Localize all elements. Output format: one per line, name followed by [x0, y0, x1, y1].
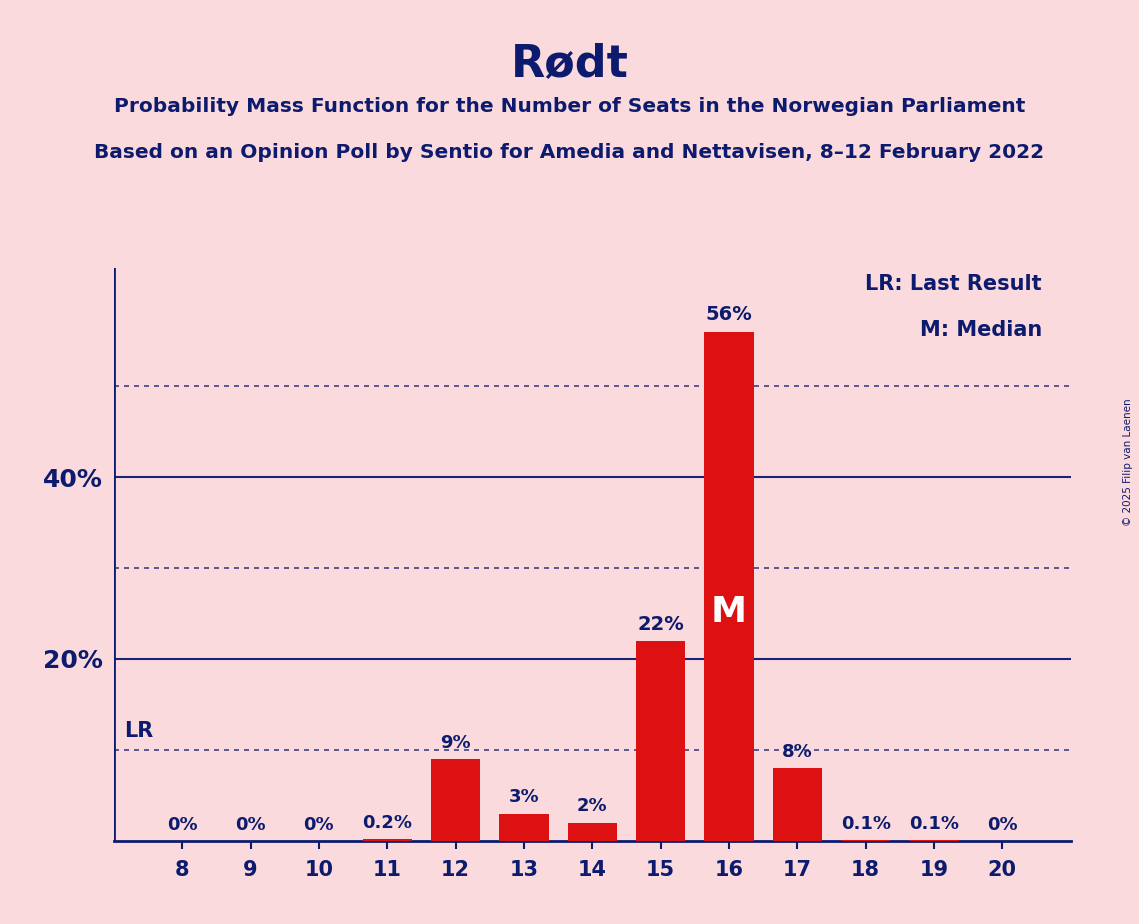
- Text: 8%: 8%: [782, 743, 812, 760]
- Text: 0.1%: 0.1%: [841, 815, 891, 833]
- Text: Rødt: Rødt: [510, 42, 629, 85]
- Text: M: M: [711, 595, 747, 628]
- Text: Based on an Opinion Poll by Sentio for Amedia and Nettavisen, 8–12 February 2022: Based on an Opinion Poll by Sentio for A…: [95, 143, 1044, 163]
- Bar: [636, 640, 686, 841]
- Bar: [362, 839, 412, 841]
- Text: 0%: 0%: [988, 816, 1017, 833]
- Text: 2%: 2%: [577, 797, 607, 815]
- Text: Probability Mass Function for the Number of Seats in the Norwegian Parliament: Probability Mass Function for the Number…: [114, 97, 1025, 116]
- Bar: [431, 759, 481, 841]
- Text: LR: Last Result: LR: Last Result: [866, 274, 1042, 294]
- Text: 3%: 3%: [509, 788, 539, 807]
- Text: 22%: 22%: [637, 614, 685, 634]
- Bar: [704, 332, 754, 841]
- Text: 0%: 0%: [236, 816, 265, 833]
- Text: 0.2%: 0.2%: [362, 814, 412, 832]
- Text: 9%: 9%: [441, 734, 470, 752]
- Bar: [772, 768, 822, 841]
- Text: M: Median: M: Median: [919, 320, 1042, 339]
- Text: 0.1%: 0.1%: [909, 815, 959, 833]
- Text: LR: LR: [124, 721, 154, 741]
- Bar: [499, 813, 549, 841]
- Text: 0%: 0%: [304, 816, 334, 833]
- Bar: [567, 822, 617, 841]
- Text: © 2025 Filip van Laenen: © 2025 Filip van Laenen: [1123, 398, 1133, 526]
- Text: 0%: 0%: [167, 816, 197, 833]
- Text: 56%: 56%: [705, 305, 753, 324]
